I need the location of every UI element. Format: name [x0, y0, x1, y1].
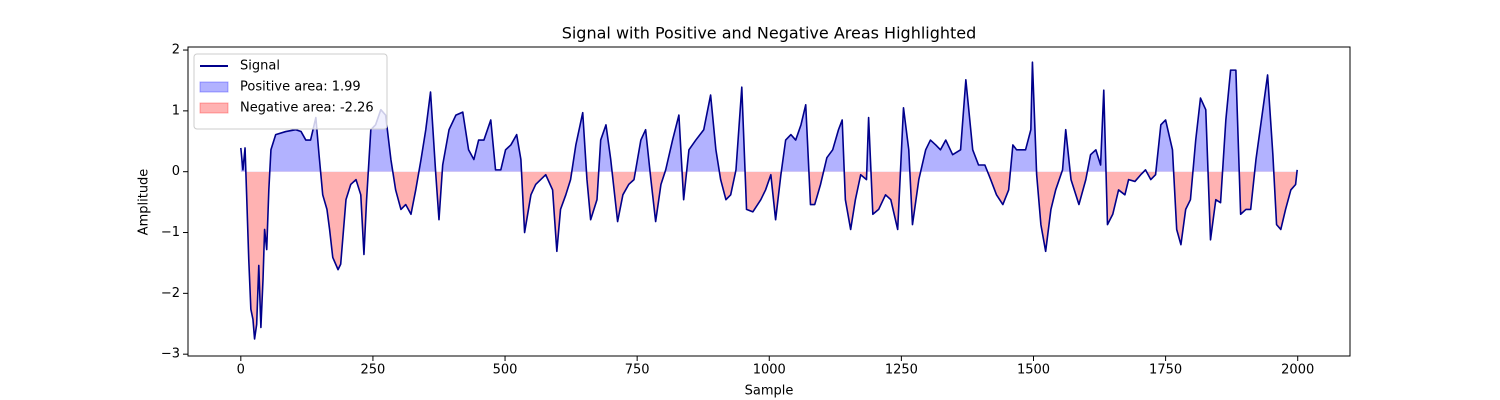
x-tick-label: 1250	[885, 363, 918, 378]
x-axis-label: Sample	[745, 384, 794, 399]
legend-label: Negative area: -2.26	[240, 101, 374, 116]
y-tick-label: 0	[172, 164, 180, 179]
chart-title: Signal with Positive and Negative Areas …	[562, 24, 977, 43]
x-tick-label: 0	[237, 363, 245, 378]
y-tick-label: 2	[172, 43, 180, 58]
legend-patch	[199, 81, 229, 93]
y-tick-label: −1	[161, 225, 180, 240]
legend-box	[193, 53, 388, 130]
area	[240, 171, 1298, 339]
y-tick-label: 1	[172, 103, 180, 118]
x-tick-label: 1750	[1149, 363, 1182, 378]
x-tick-label: 500	[493, 363, 518, 378]
x-tick-label: 250	[361, 363, 386, 378]
legend-label: Positive area: 1.99	[240, 80, 361, 95]
y-axis-label: Amplitude	[137, 169, 152, 236]
y-tick-label: −3	[161, 347, 180, 362]
x-tick-label: 1500	[1017, 363, 1050, 378]
x-tick-label: 750	[625, 363, 650, 378]
plot-frame	[187, 46, 1351, 357]
x-tick-label: 1000	[753, 363, 786, 378]
y-tick-label: −2	[161, 286, 180, 301]
x-tick-label: 2000	[1281, 363, 1314, 378]
legend-label: Signal	[240, 59, 280, 74]
legend-patch	[199, 102, 229, 114]
signal-line	[240, 61, 1298, 340]
